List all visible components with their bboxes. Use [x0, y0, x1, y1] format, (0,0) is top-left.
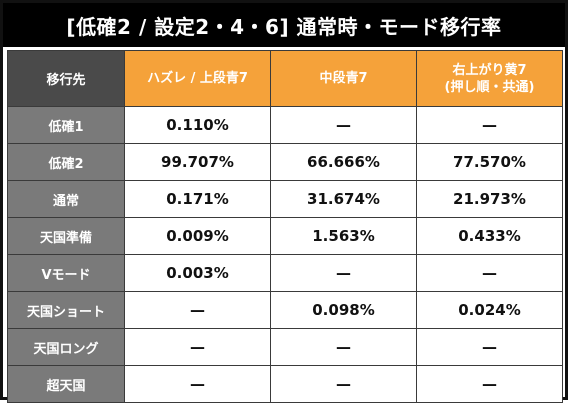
table-cell: 0.171% [124, 180, 271, 218]
table-row: 超天国 — — — [7, 365, 563, 403]
row-header: Vモード [7, 254, 125, 292]
table-cell: 66.666% [270, 143, 417, 181]
column-header-label: ハズレ / 上段青7 [147, 71, 248, 86]
table-row: 通常 0.171% 31.674% 21.973% [7, 180, 563, 218]
table-cell: — [124, 365, 271, 403]
table-cell: 0.009% [124, 217, 271, 255]
table-cell: — [124, 328, 271, 366]
column-header-sublabel: (押し順・共通) [444, 79, 535, 95]
table-cell: 0.433% [416, 217, 563, 255]
column-header-chudan: 中段青7 [270, 50, 417, 107]
table-row: 低確2 99.707% 66.666% 77.570% [7, 143, 563, 181]
table-row: Vモード 0.003% — — [7, 254, 563, 292]
table-cell: 0.110% [124, 106, 271, 144]
row-header: 超天国 [7, 365, 125, 403]
table-cell: — [270, 328, 417, 366]
row-header: 低確1 [7, 106, 125, 144]
column-header-label: 右上がり黄7 [452, 62, 527, 78]
column-header-label: 中段青7 [319, 71, 368, 86]
table-cell: 99.707% [124, 143, 271, 181]
table-row: 天国ショート — 0.098% 0.024% [7, 291, 563, 329]
row-header: 天国ショート [7, 291, 125, 329]
table-cell: 0.098% [270, 291, 417, 329]
row-header: 低確2 [7, 143, 125, 181]
table-cell: 31.674% [270, 180, 417, 218]
table-cell: 0.003% [124, 254, 271, 292]
row-header: 天国ロング [7, 328, 125, 366]
table-cell: — [124, 291, 271, 329]
table-cell: 77.570% [416, 143, 563, 181]
table-cell: — [416, 254, 563, 292]
column-header-migiagari: 右上がり黄7 (押し順・共通) [416, 50, 563, 107]
row-header: 天国準備 [7, 217, 125, 255]
table-cell: — [416, 365, 563, 403]
title-bar: [低確2 / 設定2・4・6] 通常時・モード移行率 [3, 3, 565, 47]
table-cell: — [416, 106, 563, 144]
table-cell: 21.973% [416, 180, 563, 218]
mode-transition-table: 移行先 ハズレ / 上段青7 中段青7 右上がり黄7 (押し順・共通) 低確1 … [7, 50, 563, 403]
row-header: 通常 [7, 180, 125, 218]
table-cell: — [270, 254, 417, 292]
table-cell: — [416, 328, 563, 366]
table-row: 低確1 0.110% — — [7, 106, 563, 144]
table-cell: 0.024% [416, 291, 563, 329]
corner-header: 移行先 [7, 50, 125, 107]
table-cell: — [270, 365, 417, 403]
column-header-hazure: ハズレ / 上段青7 [124, 50, 271, 107]
page-title: [低確2 / 設定2・4・6] 通常時・モード移行率 [66, 14, 502, 39]
table-row: 天国ロング — — — [7, 328, 563, 366]
table-header-row: 移行先 ハズレ / 上段青7 中段青7 右上がり黄7 (押し順・共通) [7, 50, 563, 107]
table-cell: 1.563% [270, 217, 417, 255]
table-cell: — [270, 106, 417, 144]
table-row: 天国準備 0.009% 1.563% 0.433% [7, 217, 563, 255]
